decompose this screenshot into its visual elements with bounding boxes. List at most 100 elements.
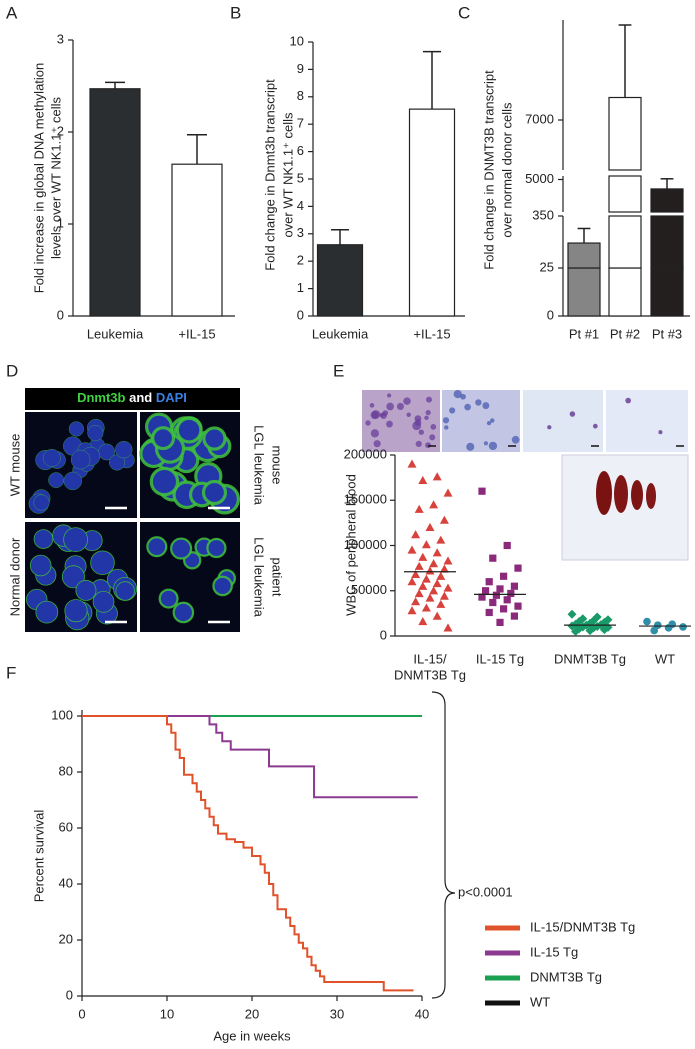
cell [87, 424, 104, 441]
cell [64, 599, 88, 623]
point [411, 569, 421, 579]
spleen [614, 475, 628, 513]
point [418, 617, 428, 626]
annotation: p<0.0001 [458, 884, 513, 899]
bar [650, 215, 684, 269]
point [414, 504, 424, 513]
bar [650, 267, 684, 317]
smear-cell [371, 410, 381, 419]
smear-cell [547, 425, 552, 430]
bar [567, 267, 601, 317]
y-tick-label: 0 [297, 307, 304, 322]
x-tick-label: WT [655, 651, 675, 666]
survival-curve [82, 715, 414, 992]
row-label: LGL leukemia [252, 537, 267, 617]
row-label: WT mouse [7, 434, 22, 497]
smear-cell [449, 407, 456, 414]
point [439, 564, 449, 573]
cell [42, 449, 61, 467]
y-tick-label: 40 [59, 875, 73, 890]
cell [115, 581, 135, 601]
x-tick-label: 0 [78, 1006, 85, 1021]
point [489, 554, 497, 562]
point [514, 602, 522, 610]
smear-cell [415, 440, 422, 448]
y-tick-label: 100 [51, 707, 73, 722]
cell [48, 472, 64, 488]
y-tick-label: 60 [59, 819, 73, 834]
point [439, 515, 449, 524]
y-tick-label: 0 [66, 987, 73, 1002]
cell [158, 588, 179, 609]
smear-image [606, 390, 688, 452]
y-tick-label: 80 [59, 763, 73, 778]
point [407, 577, 417, 586]
spleen [631, 480, 643, 510]
smear-cell [426, 396, 433, 403]
smear-cell [475, 399, 482, 406]
point [443, 488, 453, 497]
panel-letter: B [230, 3, 241, 22]
legend-label: IL-15 Tg [530, 944, 578, 959]
cell [90, 550, 115, 575]
point [482, 587, 490, 595]
point [439, 591, 449, 600]
smear-cell [625, 397, 631, 404]
point [407, 459, 417, 468]
cell [63, 471, 82, 491]
smear-cell [414, 419, 422, 426]
smear-cell [424, 415, 429, 421]
y-tick-label: 9 [297, 61, 304, 76]
smear-cell [386, 420, 393, 428]
point [478, 487, 486, 495]
row-label: patient [270, 557, 285, 596]
point [485, 578, 493, 586]
x-axis-label: Age in weeks [213, 1028, 291, 1043]
y-tick-label: 2 [297, 253, 304, 268]
point [436, 571, 446, 580]
brace [431, 691, 456, 999]
point [489, 598, 497, 607]
smear-cell [382, 410, 389, 416]
point [411, 597, 421, 606]
cell [170, 537, 193, 560]
point [443, 583, 453, 592]
bar [171, 163, 223, 317]
x-tick-label: Pt #1 [569, 326, 599, 341]
cell [68, 421, 84, 437]
smear-cell [658, 430, 663, 435]
point [432, 579, 442, 588]
point [567, 609, 577, 619]
x-tick-label: IL-15/ [413, 651, 447, 666]
image-header [25, 388, 240, 410]
bar [650, 188, 684, 213]
bar [89, 88, 141, 317]
point [432, 548, 442, 557]
x-tick-label: Leukemia [312, 326, 369, 341]
y-tick-label: 7000 [525, 111, 554, 126]
point [414, 588, 424, 598]
smear-cell [466, 442, 475, 451]
point [485, 608, 493, 617]
smear-cell [464, 403, 471, 411]
point [411, 530, 421, 539]
legend-label: IL-15/DNMT3B Tg [530, 919, 635, 934]
x-tick-label: +IL-15 [413, 326, 450, 341]
cell [146, 536, 168, 558]
smear-cell [592, 423, 598, 429]
point [507, 589, 515, 598]
point [510, 612, 518, 620]
y-tick-label: 8 [297, 88, 304, 103]
point [496, 585, 504, 593]
cell [201, 479, 228, 506]
y-tick-label: 0 [547, 307, 554, 322]
x-tick-label: DNMT3B Tg [394, 667, 466, 682]
point [585, 626, 595, 636]
point [418, 581, 428, 590]
y-tick-label: 50000 [351, 582, 387, 597]
legend-label: DNMT3B Tg [530, 969, 602, 984]
point [571, 626, 581, 636]
y-tick-label: 5 [297, 170, 304, 185]
panel-letter: D [6, 361, 18, 380]
smear-cell [373, 440, 381, 448]
